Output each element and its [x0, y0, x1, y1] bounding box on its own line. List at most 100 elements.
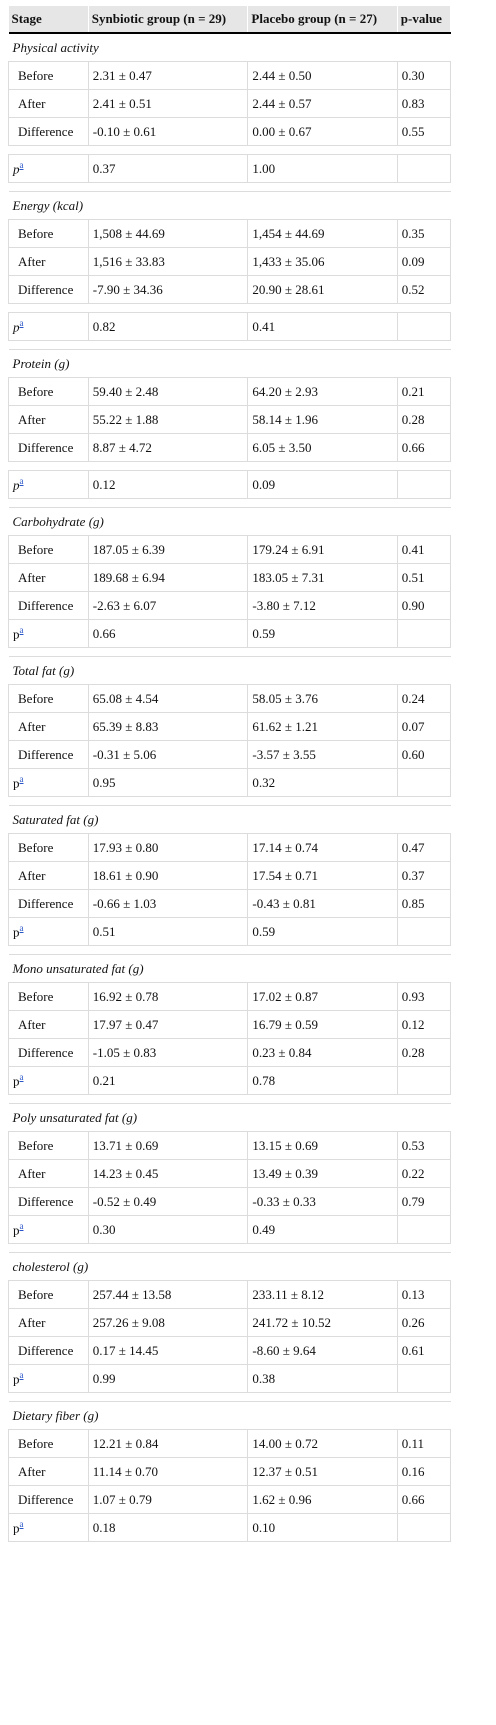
- stage-cell: Before: [8, 684, 89, 713]
- p-row: pa 0.18 0.10: [8, 1513, 452, 1542]
- value-cell: 0.59: [247, 619, 398, 648]
- value-cell: 0.09: [247, 470, 398, 499]
- data-row: Before 1,508 ± 44.69 1,454 ± 44.69 0.35: [8, 219, 452, 248]
- data-row: Before 17.93 ± 0.80 17.14 ± 0.74 0.47: [8, 833, 452, 862]
- empty-cell: [396, 917, 452, 946]
- value-cell: 0.61: [396, 1336, 452, 1365]
- stage-cell: After: [8, 1457, 89, 1486]
- stage-cell: After: [8, 247, 89, 276]
- section-title-row: Physical activity: [8, 32, 451, 62]
- spacer-cell: [8, 1392, 451, 1402]
- value-cell: 233.11 ± 8.12: [247, 1280, 398, 1309]
- stage-cell: Before: [8, 982, 89, 1011]
- value-cell: 0.66: [396, 433, 452, 462]
- footnote-sup: a: [20, 1369, 24, 1381]
- data-row: Difference 1.07 ± 0.79 1.62 ± 0.96 0.66: [8, 1485, 452, 1514]
- p-label: p: [13, 775, 20, 791]
- stage-cell: Before: [8, 219, 89, 248]
- footnote-link[interactable]: a: [19, 476, 24, 487]
- data-row: After 17.97 ± 0.47 16.79 ± 0.59 0.12: [8, 1010, 452, 1039]
- value-cell: 183.05 ± 7.31: [247, 563, 398, 592]
- p-label-cell: pa: [8, 1215, 89, 1244]
- value-cell: 0.52: [396, 275, 452, 304]
- footnote-sup: a: [20, 1220, 24, 1232]
- footnote-sup: a: [20, 475, 24, 487]
- value-cell: 0.38: [247, 1364, 398, 1393]
- footnote-link[interactable]: a: [19, 1221, 24, 1232]
- value-cell: 0.78: [247, 1066, 398, 1095]
- value-cell: 0.51: [396, 563, 452, 592]
- p-label: p: [13, 1073, 20, 1089]
- stage-cell: Difference: [8, 433, 89, 462]
- spacer-cell: [8, 340, 451, 350]
- empty-cell: [396, 1215, 452, 1244]
- value-cell: 65.39 ± 8.83: [87, 712, 249, 741]
- data-row: Before 59.40 ± 2.48 64.20 ± 2.93 0.21: [8, 377, 452, 406]
- value-cell: 0.66: [87, 619, 249, 648]
- value-cell: 241.72 ± 10.52: [247, 1308, 398, 1337]
- value-cell: -0.33 ± 0.33: [247, 1187, 398, 1216]
- value-cell: 0.85: [396, 889, 452, 918]
- value-cell: 0.11: [396, 1429, 452, 1458]
- data-row: Difference -0.66 ± 1.03 -0.43 ± 0.81 0.85: [8, 889, 452, 918]
- data-row: Before 65.08 ± 4.54 58.05 ± 3.76 0.24: [8, 684, 452, 713]
- footnote-sup: a: [20, 1518, 24, 1530]
- stage-cell: Before: [8, 535, 89, 564]
- stage-cell: After: [8, 712, 89, 741]
- value-cell: 257.44 ± 13.58: [87, 1280, 249, 1309]
- section-title: Saturated fat (g): [8, 805, 451, 834]
- value-cell: -0.52 ± 0.49: [87, 1187, 249, 1216]
- spacer-cell: [8, 1094, 451, 1104]
- data-row: Difference 0.17 ± 14.45 -8.60 ± 9.64 0.61: [8, 1336, 452, 1365]
- value-cell: 1,433 ± 35.06: [247, 247, 398, 276]
- header-row: Stage Synbiotic group (n = 29) Placebo gro…: [8, 6, 452, 34]
- footnote-link[interactable]: a: [19, 923, 24, 934]
- stage-cell: After: [8, 1159, 89, 1188]
- value-cell: 189.68 ± 6.94: [87, 563, 249, 592]
- p-label: p: [13, 1222, 20, 1238]
- spacer-row: [8, 498, 451, 508]
- footnote-link[interactable]: a: [19, 1519, 24, 1530]
- section-title-row: Energy (kcal): [8, 191, 451, 220]
- value-cell: 14.00 ± 0.72: [247, 1429, 398, 1458]
- stage-cell: After: [8, 1308, 89, 1337]
- value-cell: 17.97 ± 0.47: [87, 1010, 249, 1039]
- spacer-row: [8, 461, 451, 471]
- footnote-link[interactable]: a: [19, 318, 24, 329]
- value-cell: 0.79: [396, 1187, 452, 1216]
- p-label: p: [13, 1371, 20, 1387]
- footnote-link[interactable]: a: [19, 774, 24, 785]
- footnote-link[interactable]: a: [19, 1370, 24, 1381]
- value-cell: -1.05 ± 0.83: [87, 1038, 249, 1067]
- spacer-cell: [8, 1243, 451, 1253]
- value-cell: 0.28: [396, 1038, 452, 1067]
- value-cell: 0.83: [396, 89, 452, 118]
- spacer-cell: [8, 647, 451, 657]
- value-cell: 65.08 ± 4.54: [87, 684, 249, 713]
- footnote-sup: a: [20, 922, 24, 934]
- value-cell: 0.12: [396, 1010, 452, 1039]
- value-cell: -0.10 ± 0.61: [87, 117, 249, 146]
- spacer-row: [8, 1243, 451, 1253]
- value-cell: 0.22: [396, 1159, 452, 1188]
- footnote-link[interactable]: a: [19, 1072, 24, 1083]
- value-cell: 0.99: [87, 1364, 249, 1393]
- stage-cell: Difference: [8, 591, 89, 620]
- footnote-sup: a: [20, 317, 24, 329]
- section-title: Poly unsaturated fat (g): [8, 1103, 451, 1132]
- data-row: Difference -2.63 ± 6.07 -3.80 ± 7.12 0.90: [8, 591, 452, 620]
- column-header: Synbiotic group (n = 29): [88, 6, 249, 34]
- value-cell: 0.18: [87, 1513, 249, 1542]
- value-cell: 257.26 ± 9.08: [87, 1308, 249, 1337]
- footnote-link[interactable]: a: [19, 160, 24, 171]
- spacer-cell: [8, 498, 451, 508]
- footnote-link[interactable]: a: [19, 625, 24, 636]
- spacer-row: [8, 945, 451, 955]
- value-cell: 17.14 ± 0.74: [247, 833, 398, 862]
- value-cell: -0.31 ± 5.06: [87, 740, 249, 769]
- value-cell: 0.10: [247, 1513, 398, 1542]
- value-cell: 0.37: [396, 861, 452, 890]
- data-row: Before 2.31 ± 0.47 2.44 ± 0.50 0.30: [8, 61, 452, 90]
- value-cell: 12.37 ± 0.51: [247, 1457, 398, 1486]
- section-title: Dietary fiber (g): [8, 1401, 451, 1430]
